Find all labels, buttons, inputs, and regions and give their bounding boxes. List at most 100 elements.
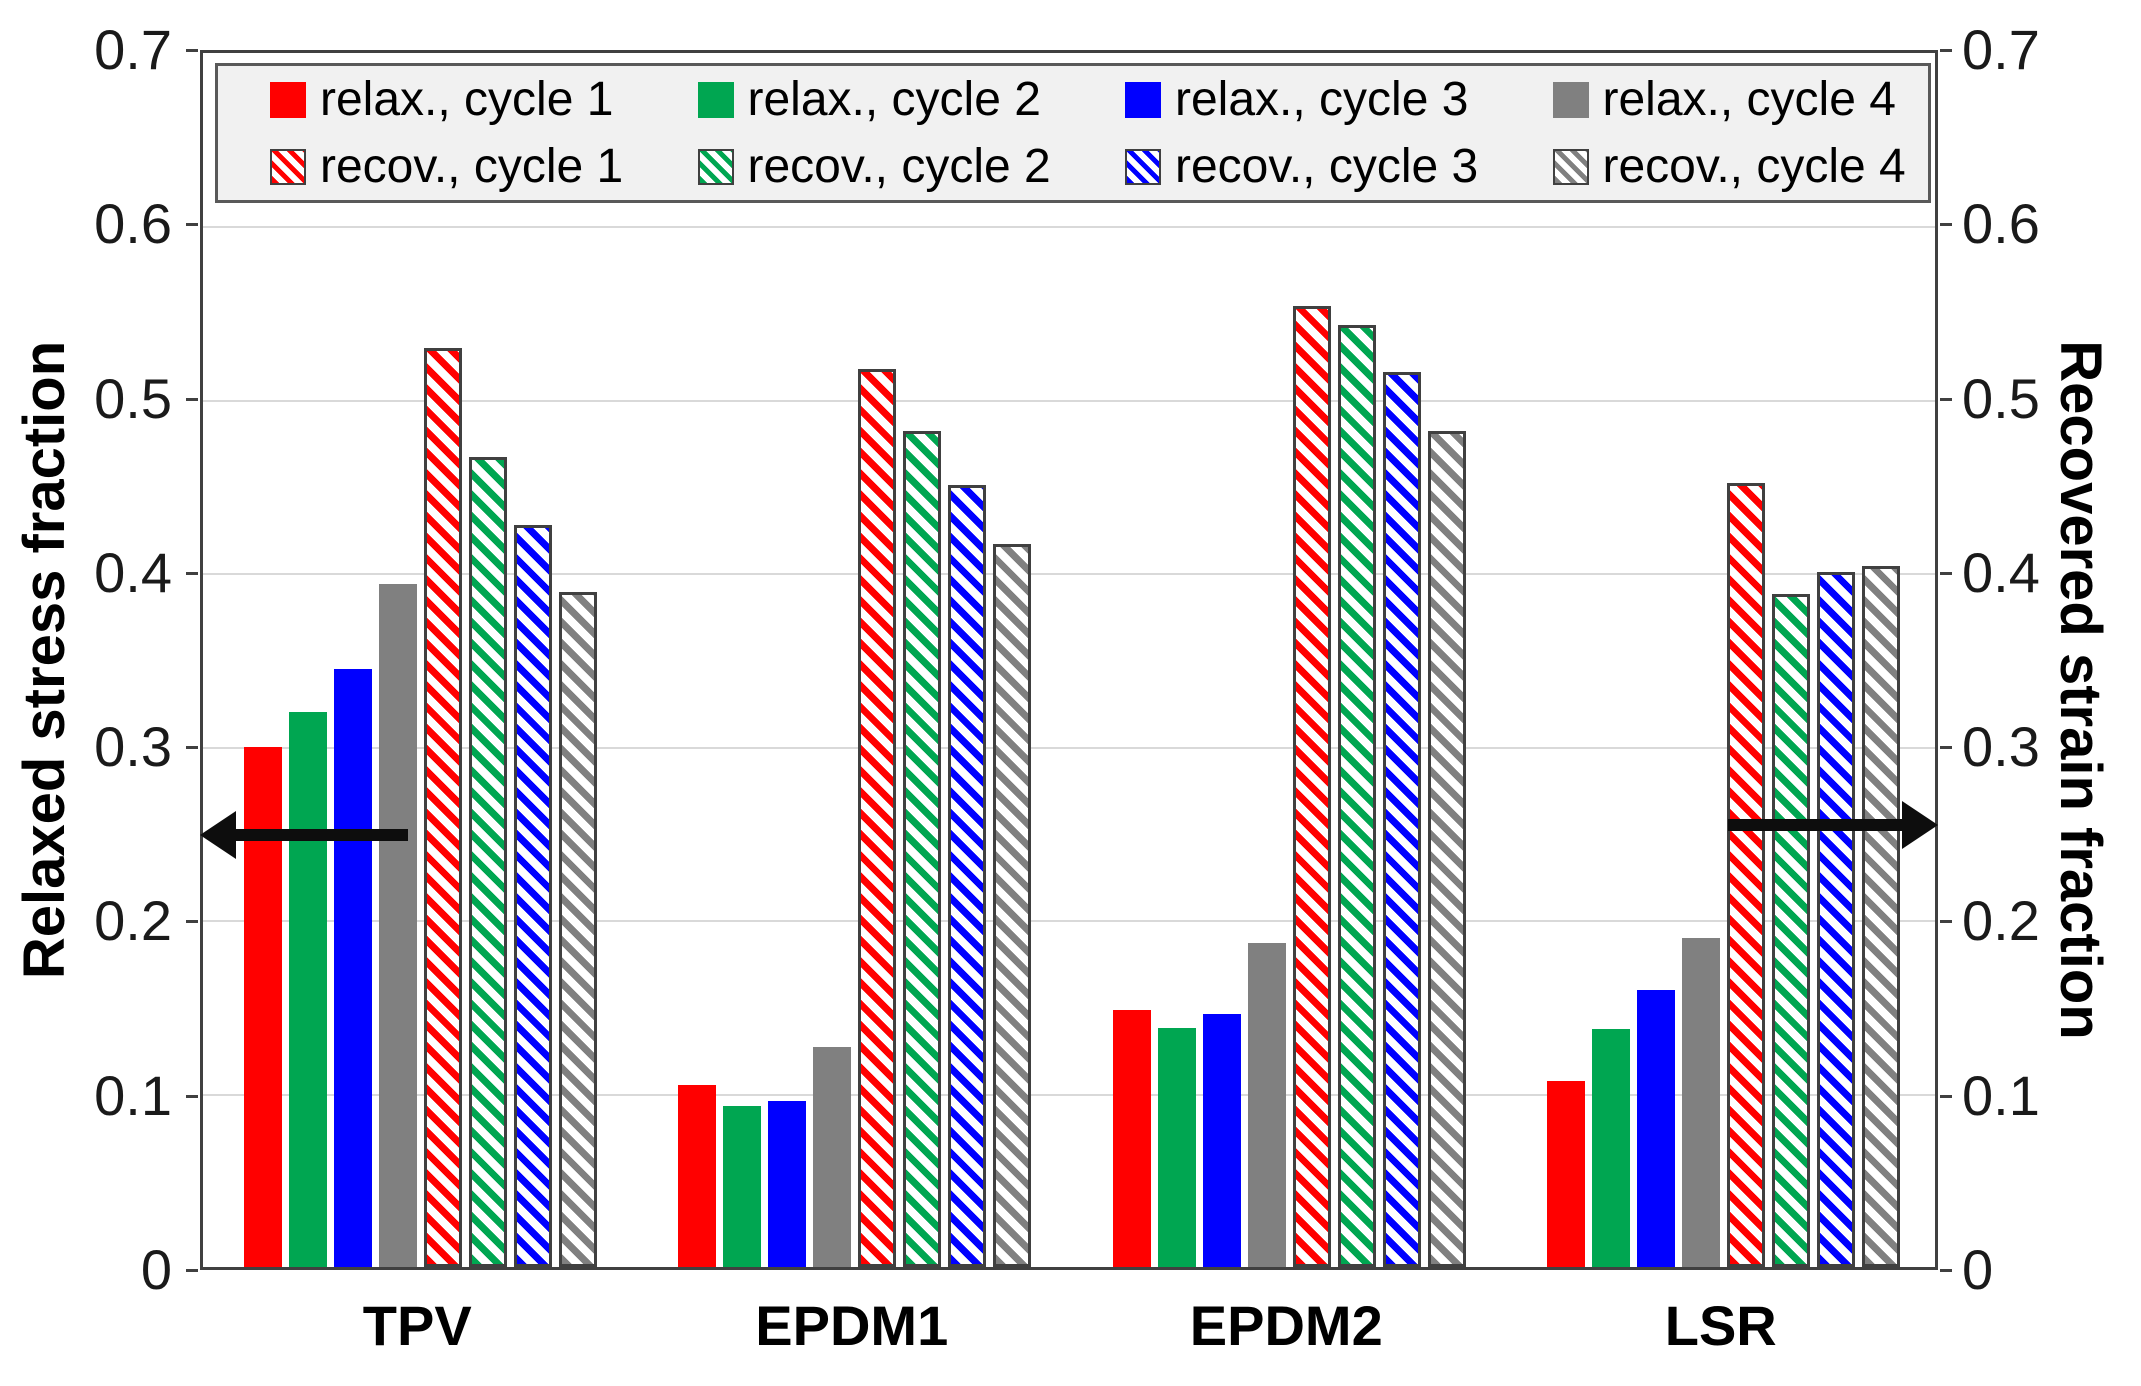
tick-mark <box>1940 49 1952 52</box>
right-tick-label-0: 0 <box>1962 1238 1994 1301</box>
right-tick-label-0.1: 0.1 <box>1962 1063 2040 1127</box>
bar-lsr-recov-cycle-1 <box>1727 483 1766 1267</box>
left-tick-label-0.3: 0.3 <box>94 715 172 779</box>
gridline-0.5 <box>203 399 1935 402</box>
gridline-0.4 <box>203 573 1935 576</box>
gridline-0.3 <box>203 746 1935 749</box>
legend-item-recov-cycle-3: recov., cycle 3 <box>1073 139 1501 193</box>
legend-item-recov-cycle-4: recov., cycle 4 <box>1501 139 1929 193</box>
legend-item-recov-cycle-1: recov., cycle 1 <box>218 139 646 193</box>
bar-epdm2-recov-cycle-4 <box>1427 431 1466 1267</box>
tick-mark <box>186 1269 198 1272</box>
tick-mark <box>186 223 198 227</box>
right-tick-label-0.2: 0.2 <box>1962 889 2040 953</box>
left-tick-label-0.4: 0.4 <box>94 540 172 604</box>
legend-swatch-hatched-icon <box>270 148 306 185</box>
legend-label: relax., cycle 4 <box>1602 72 1896 126</box>
legend-label: recov., cycle 4 <box>1602 139 1906 193</box>
bar-lsr-relax-cycle-4 <box>1682 937 1721 1267</box>
right-tick-label-0.7: 0.7 <box>1962 18 2040 81</box>
x-category-label-epdm1: EPDM1 <box>755 1294 949 1357</box>
legend-label: recov., cycle 2 <box>747 139 1051 193</box>
x-category-label-epdm2: EPDM2 <box>1189 1294 1383 1357</box>
plot-area <box>200 50 1938 1270</box>
bar-tpv-recov-cycle-2 <box>468 457 507 1267</box>
bar-epdm1-relax-cycle-2 <box>723 1105 762 1267</box>
left-axis-title: Relaxed stress fraction <box>12 340 77 980</box>
legend-label: relax., cycle 3 <box>1175 72 1469 126</box>
legend-item-recov-cycle-2: recov., cycle 2 <box>646 139 1074 193</box>
left-axis-arrow <box>200 811 408 859</box>
left-tick-label-0.6: 0.6 <box>94 192 172 256</box>
legend-label: recov., cycle 1 <box>320 139 624 193</box>
bar-tpv-relax-cycle-4 <box>378 583 417 1267</box>
tick-mark <box>1940 1094 1952 1098</box>
legend-swatch-solid-icon <box>1125 81 1161 118</box>
bar-lsr-recov-cycle-2 <box>1772 594 1811 1267</box>
tick-mark <box>1940 920 1952 924</box>
tick-mark <box>186 397 198 401</box>
bar-tpv-recov-cycle-3 <box>513 524 552 1267</box>
legend-item-relax-cycle-1: relax., cycle 1 <box>218 72 646 126</box>
tick-mark <box>1940 571 1952 575</box>
gridline-0.6 <box>203 226 1935 229</box>
legend-label: relax., cycle 1 <box>320 72 614 126</box>
bar-epdm1-recov-cycle-4 <box>993 543 1032 1267</box>
x-category-label-lsr: LSR <box>1664 1294 1777 1357</box>
bar-lsr-recov-cycle-4 <box>1862 566 1901 1267</box>
legend-item-relax-cycle-4: relax., cycle 4 <box>1501 72 1929 126</box>
gridline-0.2 <box>203 920 1935 923</box>
tick-mark <box>1940 746 1952 750</box>
bar-epdm1-recov-cycle-3 <box>948 484 987 1267</box>
tick-mark <box>1940 223 1952 227</box>
legend-swatch-solid-icon <box>270 81 306 118</box>
tick-mark <box>186 746 198 750</box>
legend-swatch-solid-icon <box>1552 81 1589 118</box>
bar-epdm1-relax-cycle-4 <box>813 1046 852 1267</box>
left-tick-label-0.7: 0.7 <box>94 18 172 81</box>
legend-label: relax., cycle 2 <box>747 72 1041 126</box>
left-tick-label-0.2: 0.2 <box>94 889 172 953</box>
tick-mark <box>186 571 198 575</box>
left-tick-label-0.1: 0.1 <box>94 1063 172 1127</box>
bar-epdm2-recov-cycle-3 <box>1382 372 1421 1267</box>
bars-layer <box>203 53 1935 1267</box>
bar-epdm2-recov-cycle-2 <box>1337 325 1376 1267</box>
tick-mark <box>186 920 198 924</box>
tick-mark <box>1940 1269 1952 1272</box>
bar-tpv-relax-cycle-2 <box>288 712 327 1267</box>
legend-swatch-hatched-icon <box>1552 148 1589 185</box>
legend-item-relax-cycle-2: relax., cycle 2 <box>646 72 1074 126</box>
legend-box: relax., cycle 1 relax., cycle 2 relax., cy… <box>215 63 1931 203</box>
legend-swatch-hatched-icon <box>697 148 734 185</box>
bar-lsr-relax-cycle-1 <box>1547 1081 1586 1267</box>
right-tick-label-0.4: 0.4 <box>1962 540 2040 604</box>
legend-swatch-hatched-icon <box>1125 148 1161 185</box>
bar-epdm2-relax-cycle-4 <box>1247 942 1286 1267</box>
tick-mark <box>186 49 198 52</box>
tick-mark <box>186 1094 198 1098</box>
bar-epdm2-relax-cycle-1 <box>1112 1010 1151 1267</box>
right-arrow-shaft <box>1728 819 1902 831</box>
left-arrowhead-icon <box>200 811 236 859</box>
legend-swatch-solid-icon <box>697 81 734 118</box>
bar-lsr-recov-cycle-3 <box>1817 571 1856 1267</box>
bar-epdm1-relax-cycle-3 <box>768 1100 807 1267</box>
right-tick-label-0.6: 0.6 <box>1962 192 2040 256</box>
right-tick-label-0.3: 0.3 <box>1962 715 2040 779</box>
bar-tpv-relax-cycle-3 <box>333 668 372 1267</box>
tick-mark <box>1940 397 1952 401</box>
bar-epdm1-recov-cycle-2 <box>903 431 942 1267</box>
bar-epdm1-recov-cycle-1 <box>858 368 897 1267</box>
gridline-0.1 <box>203 1093 1935 1096</box>
bar-epdm2-recov-cycle-1 <box>1292 306 1331 1267</box>
bar-epdm2-relax-cycle-3 <box>1202 1013 1241 1267</box>
right-arrowhead-icon <box>1902 801 1938 849</box>
x-category-label-tpv: TPV <box>362 1294 472 1357</box>
bar-epdm2-relax-cycle-2 <box>1157 1027 1196 1267</box>
left-tick-label-0.5: 0.5 <box>94 366 172 430</box>
bar-lsr-relax-cycle-2 <box>1592 1029 1631 1267</box>
legend-label: recov., cycle 3 <box>1175 139 1479 193</box>
bar-tpv-recov-cycle-4 <box>558 592 597 1267</box>
